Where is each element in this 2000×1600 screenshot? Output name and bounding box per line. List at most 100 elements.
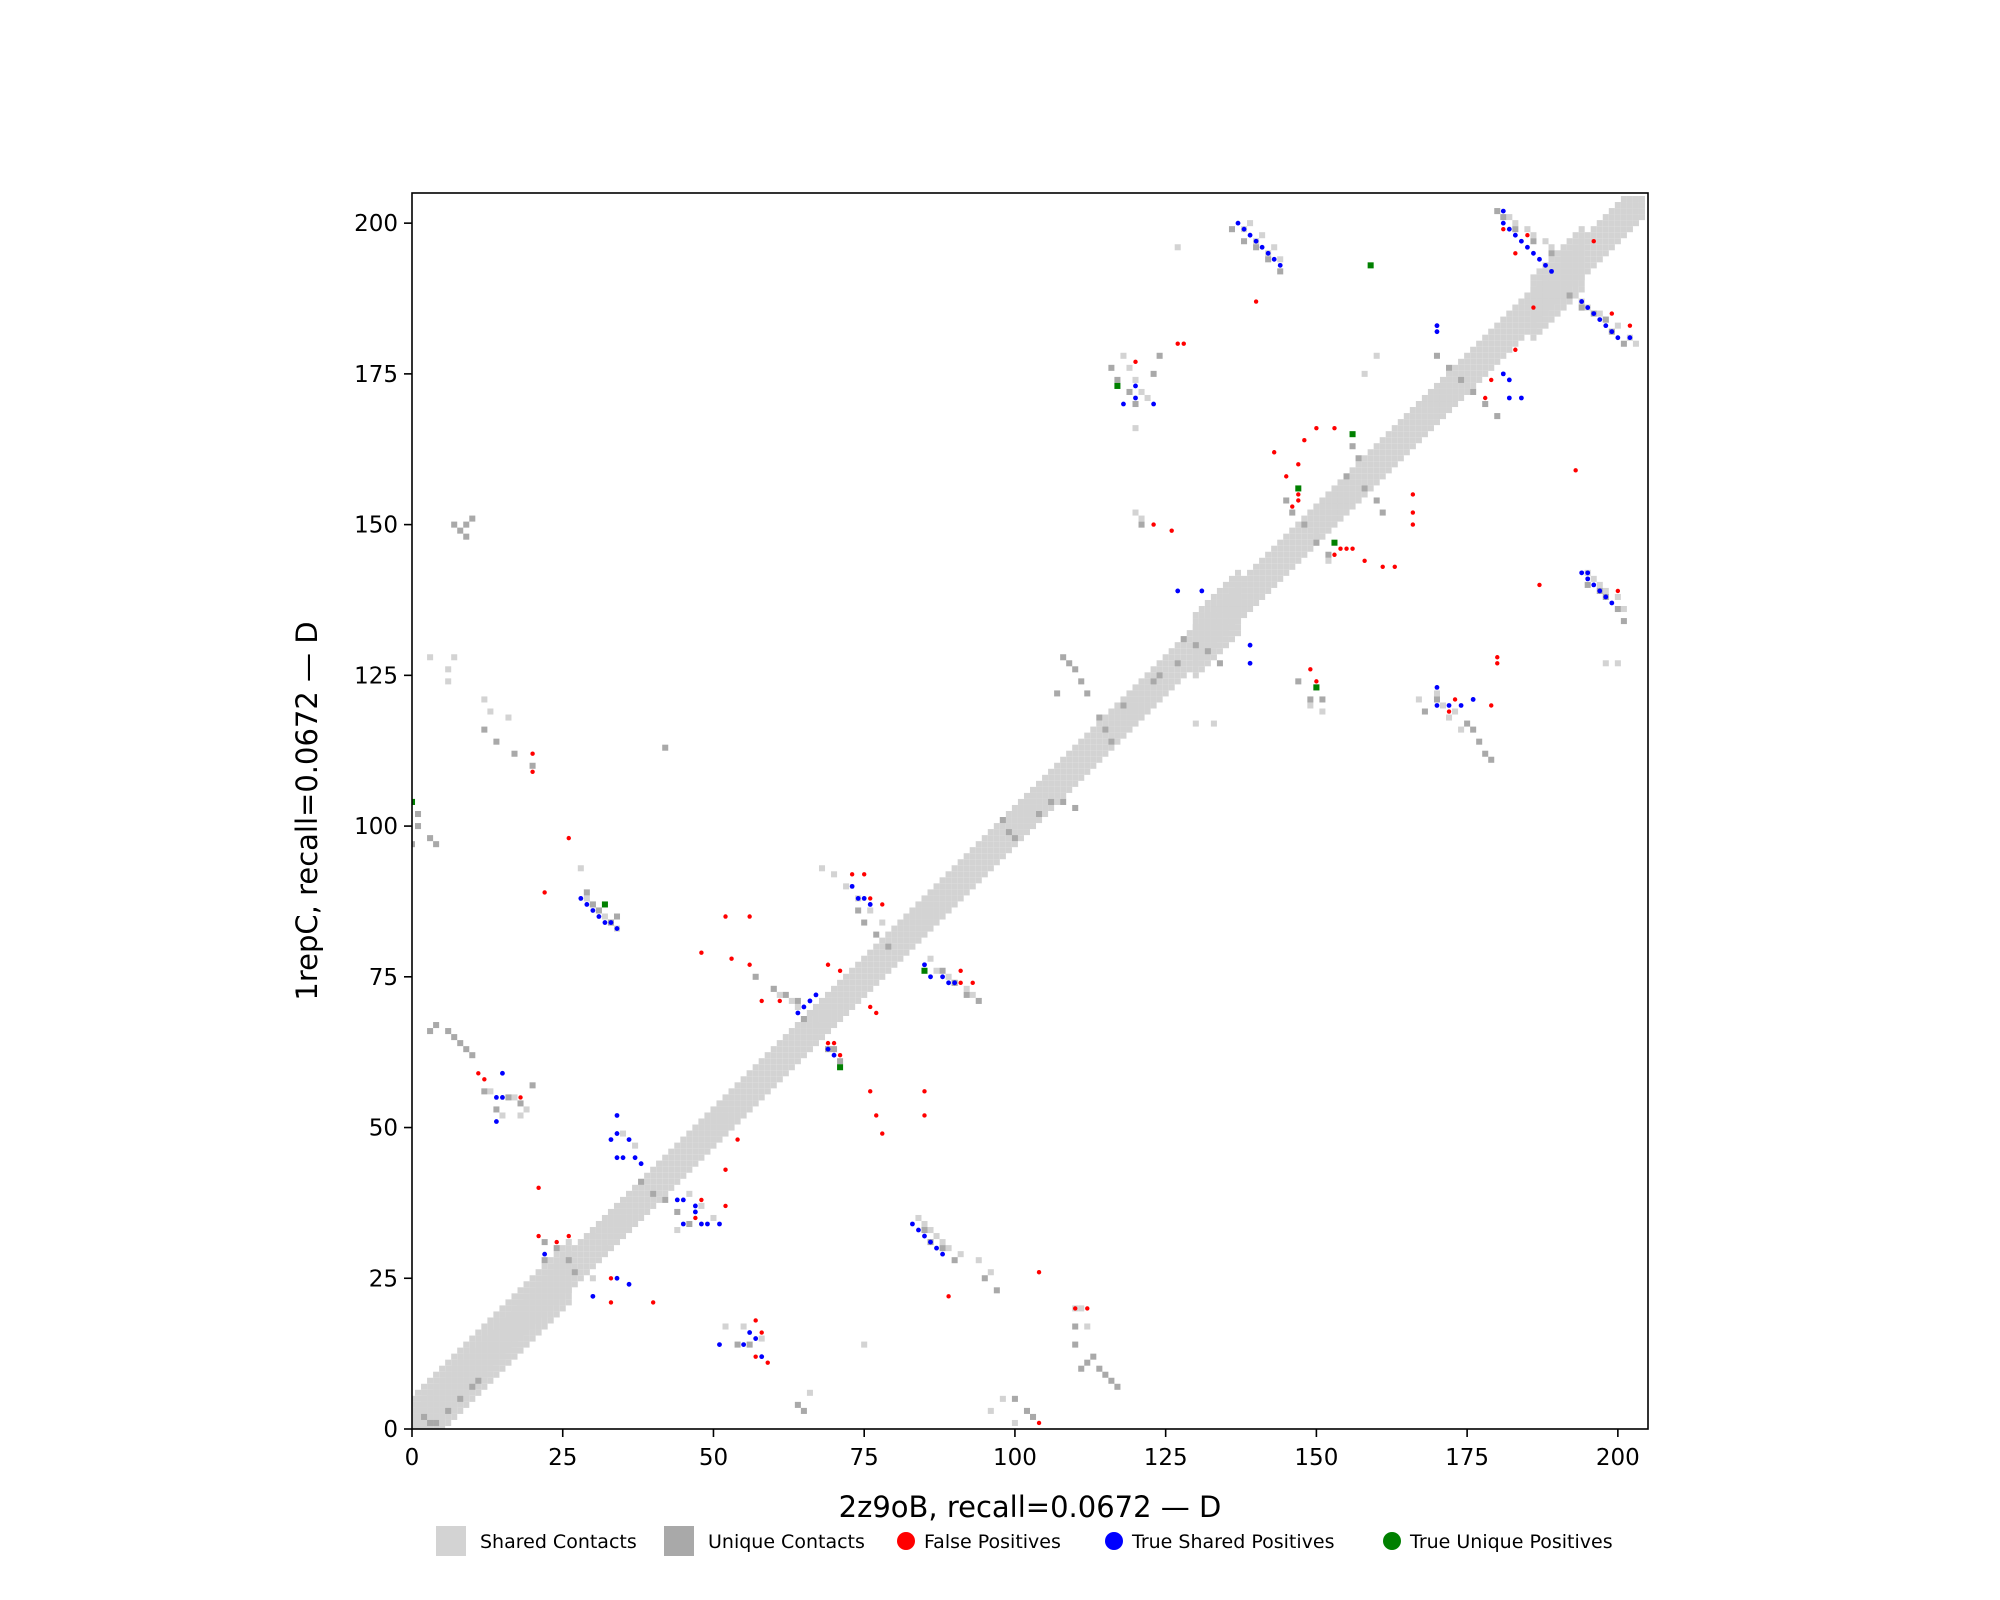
shared-contact-cell	[740, 1076, 747, 1083]
shared-contact-cell	[1614, 226, 1621, 233]
shared-contact-cell	[523, 1329, 530, 1336]
shared-contact-cell	[493, 1347, 500, 1354]
shared-contact-cell	[577, 1245, 584, 1252]
false-positive-point	[1452, 697, 1458, 702]
true-shared-positive-point	[1603, 594, 1609, 600]
shared-contact-cell	[541, 1311, 548, 1318]
shared-contact-cell	[1023, 817, 1030, 824]
unique-contact-cell	[794, 1401, 801, 1408]
shared-contact-cell	[1343, 503, 1350, 510]
true-shared-positive-point	[1609, 329, 1615, 335]
shared-contact-cell	[1458, 358, 1465, 365]
false-positive-point	[970, 980, 975, 986]
shared-contact-cell	[1228, 593, 1235, 600]
shared-contact-cell	[1313, 521, 1320, 528]
shared-contact-cell	[1385, 455, 1392, 462]
unique-contact-cell	[782, 991, 789, 998]
true-shared-positive-point	[1543, 262, 1548, 268]
shared-contact-cell	[1295, 527, 1302, 534]
shared-contact-cell	[1608, 244, 1615, 251]
shared-contact-cell	[553, 1269, 560, 1276]
true-unique-positive-point	[1331, 539, 1338, 546]
shared-contact-cell	[1235, 630, 1242, 637]
shared-contact-cell	[1204, 636, 1211, 643]
shared-contact-cell	[1096, 756, 1103, 763]
shared-contact-cell	[951, 889, 958, 896]
shared-contact-cell	[879, 937, 886, 944]
shared-contact-cell	[620, 1220, 627, 1228]
shared-contact-cell	[1458, 394, 1465, 402]
shared-contact-cell	[1054, 786, 1061, 793]
shared-contact-cell	[818, 1028, 826, 1035]
shared-contact-cell	[1427, 425, 1434, 432]
shared-contact-cell	[686, 1160, 693, 1167]
unique-contact-cell	[1084, 1359, 1091, 1366]
shared-contact-cell	[674, 1178, 681, 1185]
shared-contact-cell	[794, 1046, 801, 1053]
shared-contact-cell	[873, 979, 880, 986]
true-shared-positive-point	[590, 1293, 596, 1299]
shared-contact-cell	[1144, 672, 1151, 679]
shared-contact-cell	[445, 1359, 452, 1366]
shared-contact-cell	[1096, 750, 1103, 757]
shared-contact-cell	[1307, 539, 1314, 546]
shared-contact-cell	[1222, 636, 1229, 643]
shared-contact-cell	[1210, 636, 1217, 643]
legend-label-unique: Unique Contacts	[708, 1531, 865, 1553]
shared-contact-cell	[469, 1377, 476, 1384]
shared-contact-cell	[475, 1389, 482, 1396]
unique-contact-cell	[1349, 443, 1356, 450]
shared-contact-cell	[734, 1088, 741, 1095]
shared-contact-cell	[951, 877, 958, 884]
unique-contact-cell	[1602, 316, 1609, 323]
shared-contact-cell	[1277, 563, 1284, 570]
shared-contact-cell	[1403, 413, 1410, 420]
shared-contact-cell	[891, 949, 898, 956]
shared-contact-cell	[722, 1323, 729, 1330]
shared-contact-cell	[662, 1154, 669, 1161]
shared-contact-cell	[1066, 774, 1073, 781]
shared-contact-cell	[451, 1389, 458, 1396]
shared-contact-cell	[1632, 196, 1639, 203]
shared-contact-cell	[487, 1329, 494, 1336]
shared-contact-cell	[535, 1293, 542, 1300]
true-shared-positive-point	[1434, 685, 1440, 690]
shared-contact-cell	[1307, 527, 1314, 534]
shared-contact-cell	[1198, 606, 1205, 613]
shared-contact-cell	[1560, 304, 1567, 311]
shared-contact-cell	[1518, 310, 1525, 317]
shared-contact-cell	[1235, 587, 1242, 594]
unique-contact-cell	[873, 931, 880, 938]
shared-contact-cell	[1247, 593, 1254, 600]
shared-contact-cell	[487, 1088, 494, 1095]
legend-label-true-unique: True Unique Positives	[1409, 1531, 1613, 1553]
shared-contact-cell	[565, 1293, 572, 1300]
unique-contact-cell	[475, 1377, 482, 1384]
shared-contact-cell	[415, 1407, 422, 1414]
false-positive-point	[729, 956, 734, 961]
shared-contact-cell	[511, 1305, 518, 1312]
shared-contact-cell	[445, 1383, 452, 1390]
shared-contact-cell	[451, 1383, 458, 1390]
shared-contact-cell	[1216, 624, 1223, 631]
shared-contact-cell	[1337, 485, 1344, 492]
shared-contact-cell	[1566, 280, 1573, 287]
shared-contact-cell	[861, 961, 868, 968]
unique-contact-cell	[1096, 714, 1103, 721]
shared-contact-cell	[1506, 334, 1513, 341]
shared-contact-cell	[1494, 328, 1501, 335]
shared-contact-cell	[1295, 545, 1302, 552]
shared-contact-cell	[686, 1148, 693, 1155]
unique-contact-cell	[1192, 642, 1199, 649]
shared-contact-cell	[1536, 298, 1543, 305]
unique-contact-cell	[1301, 521, 1308, 528]
shared-contact-cell	[698, 1124, 705, 1131]
shared-contact-cell	[1524, 304, 1531, 311]
shared-contact-cell	[595, 1239, 602, 1246]
shared-contact-cell	[1355, 485, 1362, 492]
unique-contact-cell	[1138, 521, 1145, 528]
shared-contact-cell	[674, 1172, 681, 1179]
shared-contact-cell	[993, 859, 1000, 866]
shared-contact-cell	[1331, 497, 1338, 504]
shared-contact-cell	[734, 1100, 741, 1107]
